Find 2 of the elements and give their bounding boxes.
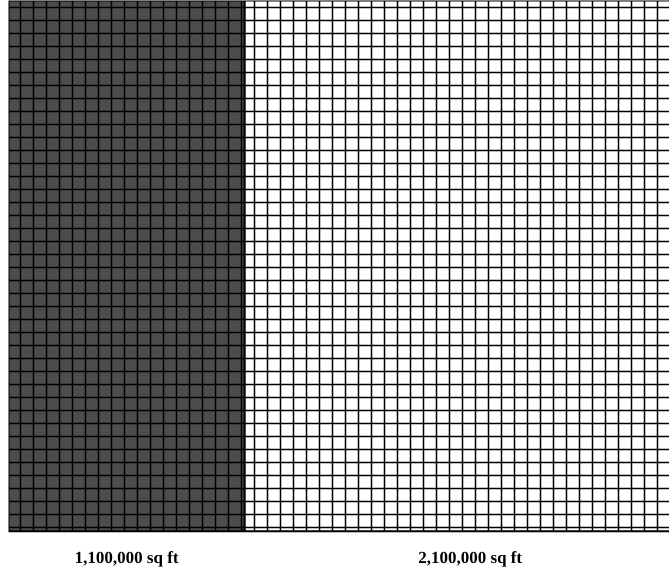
data-label: 1,100,000 sq ft — [74, 548, 179, 567]
data-label: 2,100,000 sq ft — [418, 548, 522, 567]
